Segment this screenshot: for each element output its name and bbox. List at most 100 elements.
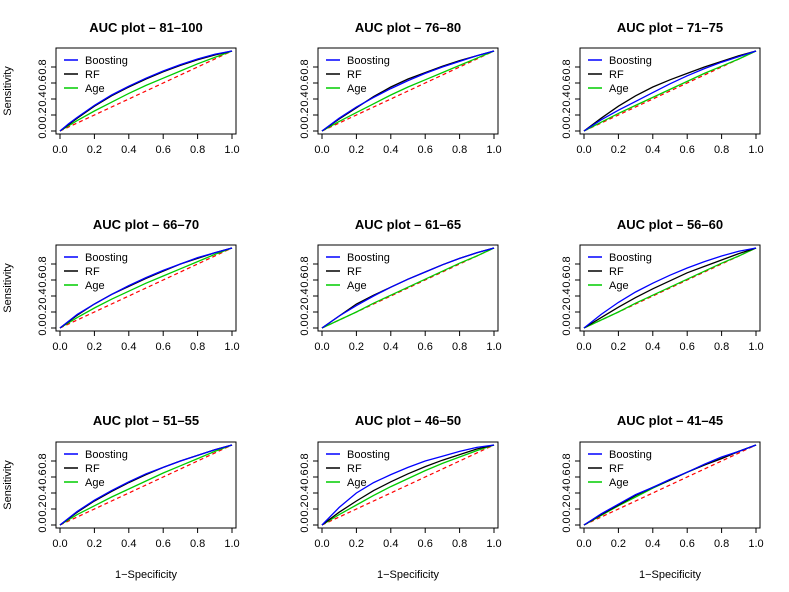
legend-label: Age [347, 83, 367, 95]
x-tick-label: 0.6 [680, 144, 695, 156]
y-tick-label: 0.8 [561, 453, 573, 468]
x-tick-label: 0.2 [611, 538, 626, 550]
x-tick-label: 0.6 [156, 144, 171, 156]
roc-line-rf [583, 444, 757, 526]
x-tick-label: 0.6 [418, 538, 433, 550]
x-tick-label: 0.4 [645, 341, 660, 353]
x-tick-label: 0.6 [680, 538, 695, 550]
auc-panel: AUC plot – 61–650.0 0.2 0.4 0.6 0.8 1.00.00.2… [299, 217, 502, 353]
x-tick-label: 0.0 [52, 538, 67, 550]
roc-line-boosting [583, 444, 757, 526]
panel-title: AUC plot – 66–70 [93, 217, 199, 232]
legend-label: Age [85, 83, 105, 95]
plot-frame [317, 441, 499, 529]
x-tick-label: 0.4 [645, 538, 660, 550]
roc-line-age [321, 50, 495, 132]
panel-title: AUC plot – 41–45 [617, 413, 723, 428]
y-tick-label: 0.2 [37, 107, 49, 122]
roc-line-age [583, 247, 757, 329]
panel-title: AUC plot – 61–65 [355, 217, 461, 232]
x-axis-label: 1−Specificity [377, 569, 440, 581]
roc-line-age [59, 444, 233, 526]
x-tick-label: 0.0 [52, 144, 67, 156]
panel-title: AUC plot – 56–60 [617, 217, 723, 232]
roc-line-age [59, 50, 233, 132]
x-tick-label: 0.0 [576, 341, 591, 353]
x-tick-label: 0.8 [452, 144, 467, 156]
x-axis-label: 1−Specificity [639, 569, 702, 581]
roc-line-age [321, 444, 495, 526]
y-tick-label: 0.0 [37, 123, 49, 138]
legend-label: Age [609, 280, 629, 292]
legend-label: RF [85, 69, 100, 81]
panel-title: AUC plot – 46–50 [355, 413, 461, 428]
x-tick-label: 0.0 [576, 538, 591, 550]
y-tick-label: 0.0 [299, 123, 311, 138]
plot-frame [55, 441, 237, 529]
x-tick-label: 0.0 [314, 341, 329, 353]
y-axis-label: Sensitivity [2, 460, 14, 510]
roc-line-boosting [583, 50, 757, 132]
legend-label: Age [347, 280, 367, 292]
y-tick-label: 0.2 [561, 107, 573, 122]
panel-title: AUC plot – 76–80 [355, 20, 461, 35]
y-tick-label: 0.2 [561, 304, 573, 319]
y-tick-label: 0.4 [561, 288, 573, 303]
auc-panel: AUC plot – 66–700.0 0.2 0.4 0.6 0.8 1.00.00.2… [2, 217, 240, 353]
x-tick-label: 0.6 [680, 341, 695, 353]
x-tick-label: 0.4 [383, 538, 398, 550]
y-tick-label: 0.4 [37, 91, 49, 106]
y-tick-label: 0.8 [299, 256, 311, 271]
y-tick-label: 0.6 [561, 469, 573, 484]
x-tick-label: 0.8 [452, 538, 467, 550]
y-tick-label: 0.2 [299, 107, 311, 122]
x-tick-label: 0.8 [190, 144, 205, 156]
y-axis-label: Sensitivity [2, 66, 14, 116]
auc-panel: AUC plot – 76–800.0 0.2 0.4 0.6 0.8 1.00.00.2… [299, 20, 502, 156]
x-tick-label: 0.8 [714, 144, 729, 156]
x-tick-label: 1.0 [748, 144, 763, 156]
auc-panel: AUC plot – 56–600.0 0.2 0.4 0.6 0.8 1.00.00.2… [561, 217, 764, 353]
legend-label: Boosting [85, 252, 128, 264]
roc-line-rf [583, 247, 757, 329]
y-tick-label: 0.6 [561, 272, 573, 287]
legend-label: RF [85, 266, 100, 278]
y-tick-label: 0.6 [299, 469, 311, 484]
x-tick-label: 0.8 [714, 341, 729, 353]
legend-label: Boosting [347, 55, 390, 67]
reference-diagonal [59, 50, 233, 132]
x-tick-label: 0.6 [418, 341, 433, 353]
x-tick-label: 0.4 [121, 538, 136, 550]
plot-frame [579, 47, 761, 135]
y-tick-label: 0.8 [299, 59, 311, 74]
x-tick-label: 1.0 [486, 538, 501, 550]
panel-title: AUC plot – 81–100 [89, 20, 202, 35]
y-tick-label: 0.2 [37, 501, 49, 516]
auc-panel: AUC plot – 46–500.0 0.2 0.4 0.6 0.8 1.00.00.2… [299, 413, 502, 581]
legend-label: Boosting [347, 252, 390, 264]
x-tick-label: 1.0 [486, 144, 501, 156]
legend-label: RF [347, 69, 362, 81]
y-tick-label: 0.2 [299, 501, 311, 516]
roc-line-boosting [321, 444, 495, 526]
y-tick-label: 0.8 [37, 256, 49, 271]
legend-label: Age [85, 477, 105, 489]
y-tick-label: 0.8 [561, 256, 573, 271]
y-tick-label: 0.4 [299, 485, 311, 500]
legend-label: Age [609, 477, 629, 489]
x-tick-label: 0.4 [121, 144, 136, 156]
y-axis-label: Sensitivity [2, 263, 14, 313]
y-tick-label: 0.4 [299, 91, 311, 106]
y-tick-label: 0.6 [37, 75, 49, 90]
legend-label: RF [609, 69, 624, 81]
y-tick-label: 0.8 [37, 453, 49, 468]
y-tick-label: 0.2 [299, 304, 311, 319]
auc-panel: AUC plot – 71–750.0 0.2 0.4 0.6 0.8 1.00.00.2… [561, 20, 764, 156]
plot-frame [317, 244, 499, 332]
x-tick-label: 0.6 [156, 538, 171, 550]
legend-label: Boosting [85, 449, 128, 461]
panel-title: AUC plot – 71–75 [617, 20, 723, 35]
reference-diagonal [59, 247, 233, 329]
x-tick-label: 0.2 [349, 538, 364, 550]
legend-label: Age [609, 83, 629, 95]
